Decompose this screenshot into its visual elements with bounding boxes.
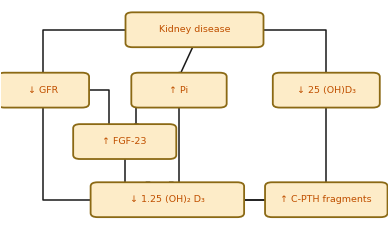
FancyBboxPatch shape — [126, 12, 263, 47]
FancyBboxPatch shape — [265, 182, 387, 217]
FancyBboxPatch shape — [91, 182, 244, 217]
Text: ↓ GFR: ↓ GFR — [28, 86, 58, 95]
Text: ↑ Pi: ↑ Pi — [170, 86, 189, 95]
Text: ↓ 25 (OH)D₃: ↓ 25 (OH)D₃ — [297, 86, 356, 95]
FancyBboxPatch shape — [73, 124, 176, 159]
FancyBboxPatch shape — [0, 73, 89, 108]
FancyBboxPatch shape — [273, 73, 380, 108]
Text: ↑ FGF-23: ↑ FGF-23 — [102, 137, 147, 146]
Text: ↑ C-PTH fragments: ↑ C-PTH fragments — [280, 195, 372, 204]
Text: Kidney disease: Kidney disease — [159, 25, 230, 34]
Text: ↓ 1.25 (OH)₂ D₃: ↓ 1.25 (OH)₂ D₃ — [130, 195, 205, 204]
FancyBboxPatch shape — [131, 73, 227, 108]
